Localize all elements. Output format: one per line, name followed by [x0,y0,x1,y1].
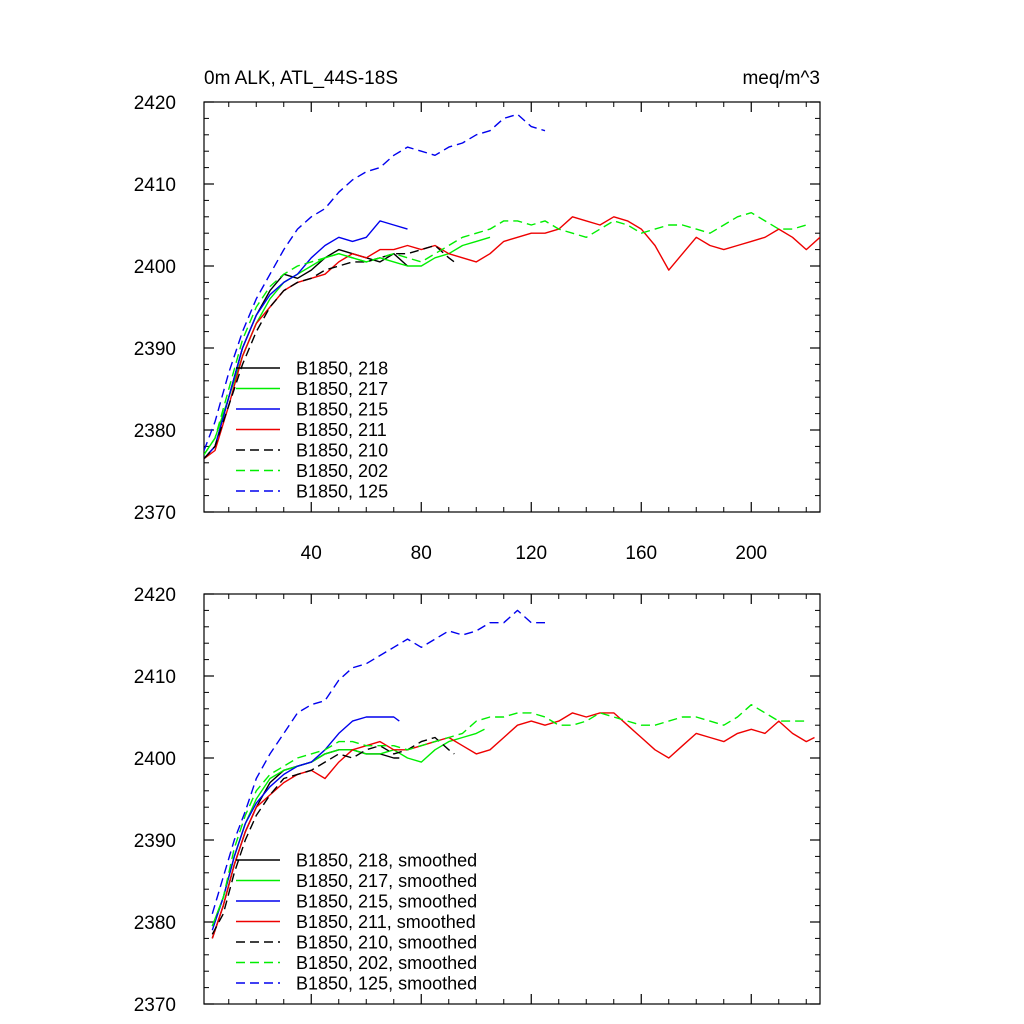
series-line-3 [204,220,408,460]
y-tick-label: 2390 [134,831,176,852]
legend-label-5: B1850, 210 [296,441,388,461]
legend-label-2: B1850, 217 [296,379,388,399]
chart-panel-1: 40 80 120 160 200 2370 2380 2390 2400 2410 2420 0m … [134,68,821,564]
legend-label-7: B1850, 125 [296,482,388,502]
y-tick-label: 2420 [134,93,176,114]
legend-label-6: B1850, 202, smoothed [296,953,477,973]
legend-label-4: B1850, 211, smoothed [296,912,476,932]
series-line-6 [204,211,807,455]
x-tick-label: 80 [411,543,432,564]
y-tick-label: 2400 [134,749,176,770]
series-line-7 [211,609,545,914]
legend-label-1: B1850, 218 [296,359,388,379]
series-line-7 [204,113,546,451]
legend-label-3: B1850, 215, smoothed [296,892,477,912]
x-tick-label: 160 [625,543,657,564]
plot-frame [203,101,821,513]
series-line-2 [211,728,485,927]
chart-title: 0m ALK, ATL_44S-18S [204,68,398,89]
series-line-6 [211,704,807,927]
series-line-5 [211,736,455,935]
legend-label-5: B1850, 210, smoothed [296,933,477,953]
y-tick-label: 2410 [134,175,176,196]
x-tick-label: 200 [735,543,767,564]
legend-label-3: B1850, 215 [296,400,388,420]
legend-label-7: B1850, 125, smoothed [296,974,477,994]
y-tick-label: 2370 [134,995,176,1016]
legend-label-2: B1850, 217, smoothed [296,871,477,891]
chart-panel-2: 2370 2380 2390 2400 2410 2420 B1850, 218, smoo… [134,585,821,1016]
chart-units: meq/m^3 [742,68,820,89]
legend-label-6: B1850, 202 [296,461,388,481]
y-tick-label: 2400 [134,257,176,278]
y-tick-label: 2420 [134,585,176,606]
series-line-5 [204,244,455,460]
y-tick-label: 2390 [134,339,176,360]
legend-label-4: B1850, 211 [296,420,387,440]
series-line-3 [211,716,400,931]
y-tick-label: 2410 [134,667,176,688]
series-line-4 [211,712,815,939]
y-tick-label: 2380 [134,421,176,442]
legend-label-1: B1850, 218, smoothed [296,851,477,871]
plot-frame [203,593,821,1005]
x-tick-label: 120 [515,543,547,564]
x-tick-label: 40 [301,543,322,564]
y-tick-label: 2370 [134,503,176,524]
y-tick-label: 2380 [134,913,176,934]
